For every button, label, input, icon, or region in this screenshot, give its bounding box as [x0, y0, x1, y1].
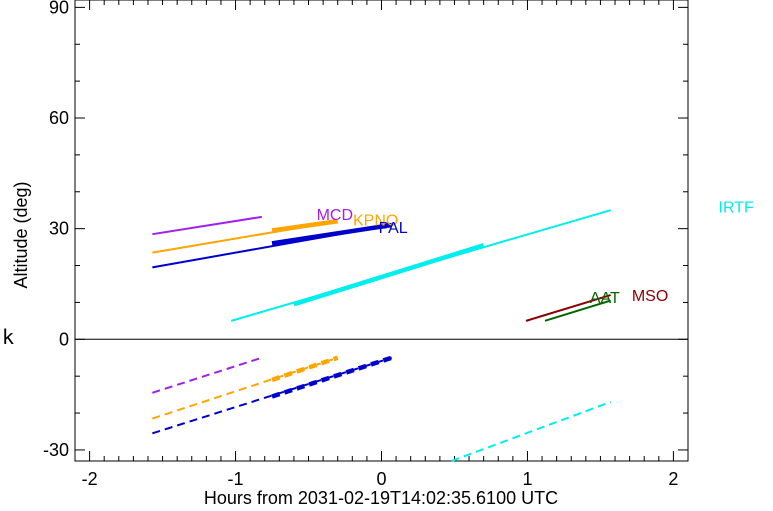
aat-label: AAT [590, 290, 620, 307]
mso-label: MSO [632, 288, 668, 305]
mcd-altitude-line [152, 215, 262, 236]
y-tick-label: 90 [49, 0, 69, 17]
kpno-label: KPNO [353, 212, 398, 229]
pal-label: PAL [379, 220, 408, 237]
axis-ticks: -2 -1 0 1 2 -30 0 30 60 90 [43, 0, 689, 489]
x-tick-label: -2 [82, 469, 98, 489]
x-tick-label: 2 [668, 469, 678, 489]
mso-altitude-line [525, 294, 611, 322]
x-tick-label: -1 [228, 469, 244, 489]
kpno-altitude-thick-line [271, 219, 339, 233]
irtf-altitude-thick-line [293, 243, 485, 307]
y-tick-label: -30 [43, 440, 69, 460]
pal-below-horizon-thick-dashed-line [271, 355, 393, 399]
y-axis-title: Altitude (deg) [11, 181, 31, 288]
irtf-below-horizon-dashed-line [451, 401, 611, 462]
mcd-label: MCD [317, 207, 353, 224]
mcd-below-horizon-dashed-line [152, 356, 263, 394]
kpno-below-horizon-thick-dashed-line [271, 355, 339, 382]
y-tick-label: 60 [49, 108, 69, 128]
series-lines [152, 209, 611, 462]
irtf-label: IRTF [719, 200, 754, 217]
x-tick-label: 1 [522, 469, 532, 489]
aat-altitude-line [544, 299, 611, 322]
pal-altitude-thick-line [271, 222, 393, 246]
side-letter: k [2, 325, 15, 349]
y-tick-label: 0 [59, 329, 69, 349]
x-tick-label: 0 [376, 469, 386, 489]
x-axis-title: Hours from 2031-02-19T14:02:35.6100 UTC [204, 488, 558, 508]
y-tick-label: 30 [49, 219, 69, 239]
kpno-below-horizon-dashed-line [152, 356, 339, 420]
